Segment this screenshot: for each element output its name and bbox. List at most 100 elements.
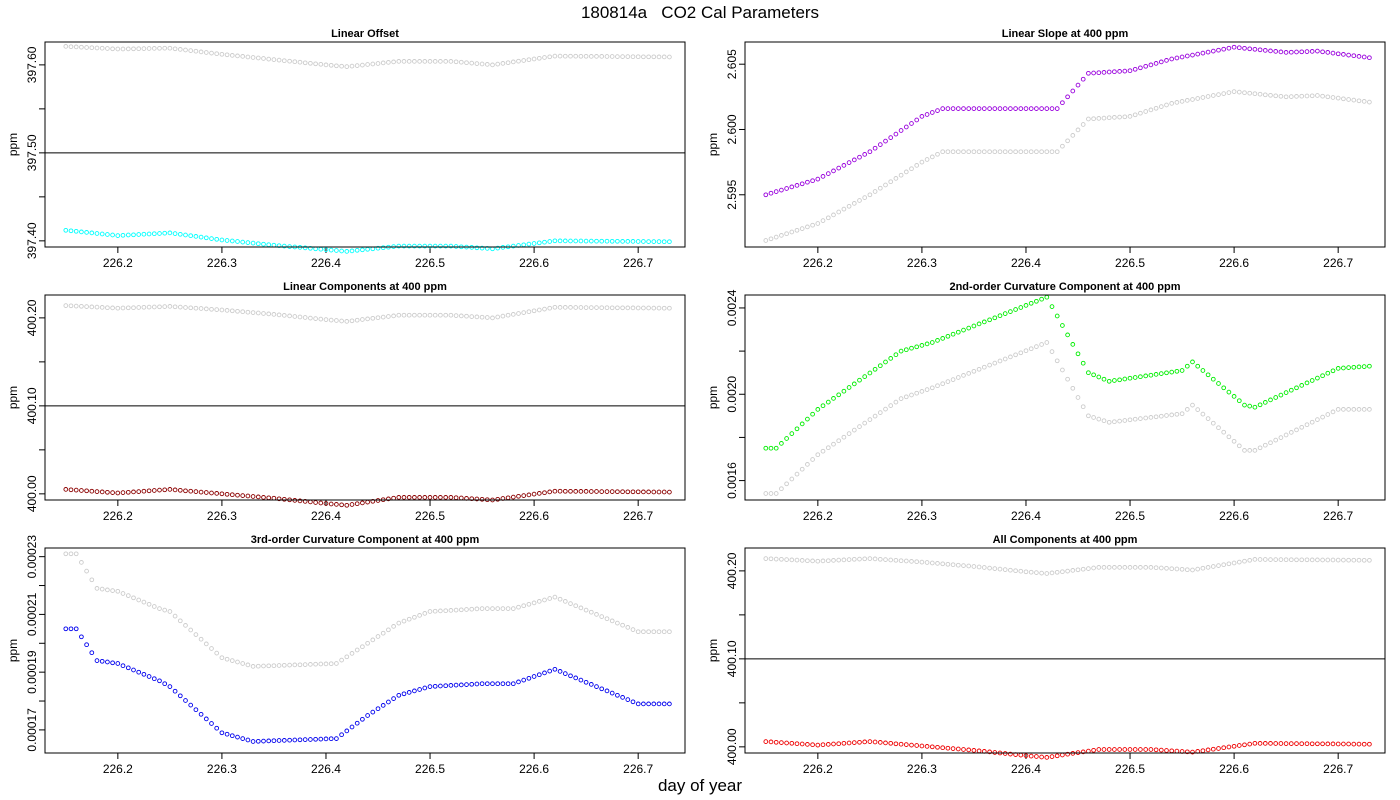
plot-frame xyxy=(44,547,686,754)
data-point xyxy=(846,385,852,390)
data-point xyxy=(542,239,547,245)
data-point xyxy=(831,168,836,174)
data-point xyxy=(1252,91,1258,97)
data-point xyxy=(344,319,350,324)
data-point xyxy=(862,739,868,745)
data-point xyxy=(1065,376,1070,382)
data-point xyxy=(1148,107,1154,113)
data-point xyxy=(255,310,261,316)
data-point xyxy=(1309,49,1315,54)
data-point xyxy=(479,496,485,502)
data-point xyxy=(867,417,873,422)
data-point xyxy=(266,311,272,317)
data-point xyxy=(157,45,162,51)
data-point xyxy=(888,557,894,563)
data-point xyxy=(1002,106,1008,111)
data-point xyxy=(328,501,334,507)
data-point xyxy=(219,237,225,243)
data-point xyxy=(1278,93,1284,99)
data-point xyxy=(872,556,878,562)
data-point xyxy=(583,607,589,613)
data-point xyxy=(1278,741,1284,746)
plot-frame xyxy=(744,547,1386,754)
data-point xyxy=(526,492,532,498)
data-point xyxy=(1195,566,1201,572)
data-point xyxy=(1039,570,1044,576)
data-point xyxy=(250,240,256,246)
data-point xyxy=(229,733,235,739)
data-point xyxy=(188,488,194,494)
data-point xyxy=(763,445,769,451)
data-point xyxy=(1320,557,1325,563)
data-point xyxy=(773,189,779,194)
data-point xyxy=(1039,149,1044,155)
data-point xyxy=(162,304,168,309)
data-point xyxy=(474,496,480,502)
data-point xyxy=(1132,375,1138,380)
data-point xyxy=(1320,49,1325,55)
data-point xyxy=(110,46,115,52)
data-point xyxy=(914,163,920,168)
data-point xyxy=(386,60,391,65)
data-point xyxy=(474,245,480,251)
data-point xyxy=(862,374,868,379)
data-point xyxy=(521,603,527,609)
data-point xyxy=(1288,741,1294,746)
data-point xyxy=(63,44,69,49)
data-point xyxy=(1002,356,1008,362)
data-point xyxy=(172,46,178,52)
data-point xyxy=(909,392,914,398)
data-point xyxy=(453,313,459,318)
data-point xyxy=(1346,97,1351,102)
data-point xyxy=(292,59,298,65)
panel-title: Linear Offset xyxy=(331,28,399,40)
data-point xyxy=(1231,394,1237,399)
data-point xyxy=(1299,93,1305,99)
data-point xyxy=(1023,348,1029,354)
data-point xyxy=(120,663,126,669)
data-point xyxy=(261,311,266,316)
data-point xyxy=(1153,372,1159,377)
data-point xyxy=(380,245,386,251)
data-point xyxy=(1221,91,1227,96)
data-point xyxy=(443,608,449,614)
data-point xyxy=(773,739,779,745)
series-1 xyxy=(63,626,672,744)
data-point xyxy=(318,316,324,322)
data-point xyxy=(1096,70,1102,76)
data-point xyxy=(1065,751,1070,757)
data-point xyxy=(1210,376,1216,382)
data-point xyxy=(773,556,779,562)
data-point xyxy=(172,231,178,236)
data-point xyxy=(188,305,194,311)
y-tick-label: 0.00017 xyxy=(25,708,39,752)
data-point xyxy=(1122,418,1128,423)
data-point xyxy=(914,344,920,350)
data-point xyxy=(235,239,240,244)
x-tick-label: 226.5 xyxy=(1115,509,1145,523)
data-point xyxy=(1268,397,1273,403)
data-point xyxy=(1190,567,1195,573)
data-point xyxy=(391,313,396,319)
data-point xyxy=(302,315,308,320)
data-point xyxy=(851,427,857,433)
data-point xyxy=(810,457,815,462)
data-point xyxy=(1023,303,1029,308)
data-point xyxy=(141,671,147,677)
data-point xyxy=(344,654,350,660)
data-point xyxy=(79,488,84,493)
data-point xyxy=(825,171,831,176)
y-axis-label: ppm xyxy=(6,639,20,662)
data-point xyxy=(1205,49,1211,55)
data-point xyxy=(1143,747,1149,752)
data-point xyxy=(635,701,641,707)
data-point xyxy=(412,59,417,64)
x-tick-label: 226.6 xyxy=(1219,509,1249,523)
data-point xyxy=(620,489,625,495)
data-point xyxy=(531,56,537,62)
data-point xyxy=(151,304,157,310)
data-point xyxy=(318,61,324,67)
data-point xyxy=(412,495,417,500)
data-point xyxy=(266,663,272,669)
x-tick-label: 226.2 xyxy=(803,256,833,270)
